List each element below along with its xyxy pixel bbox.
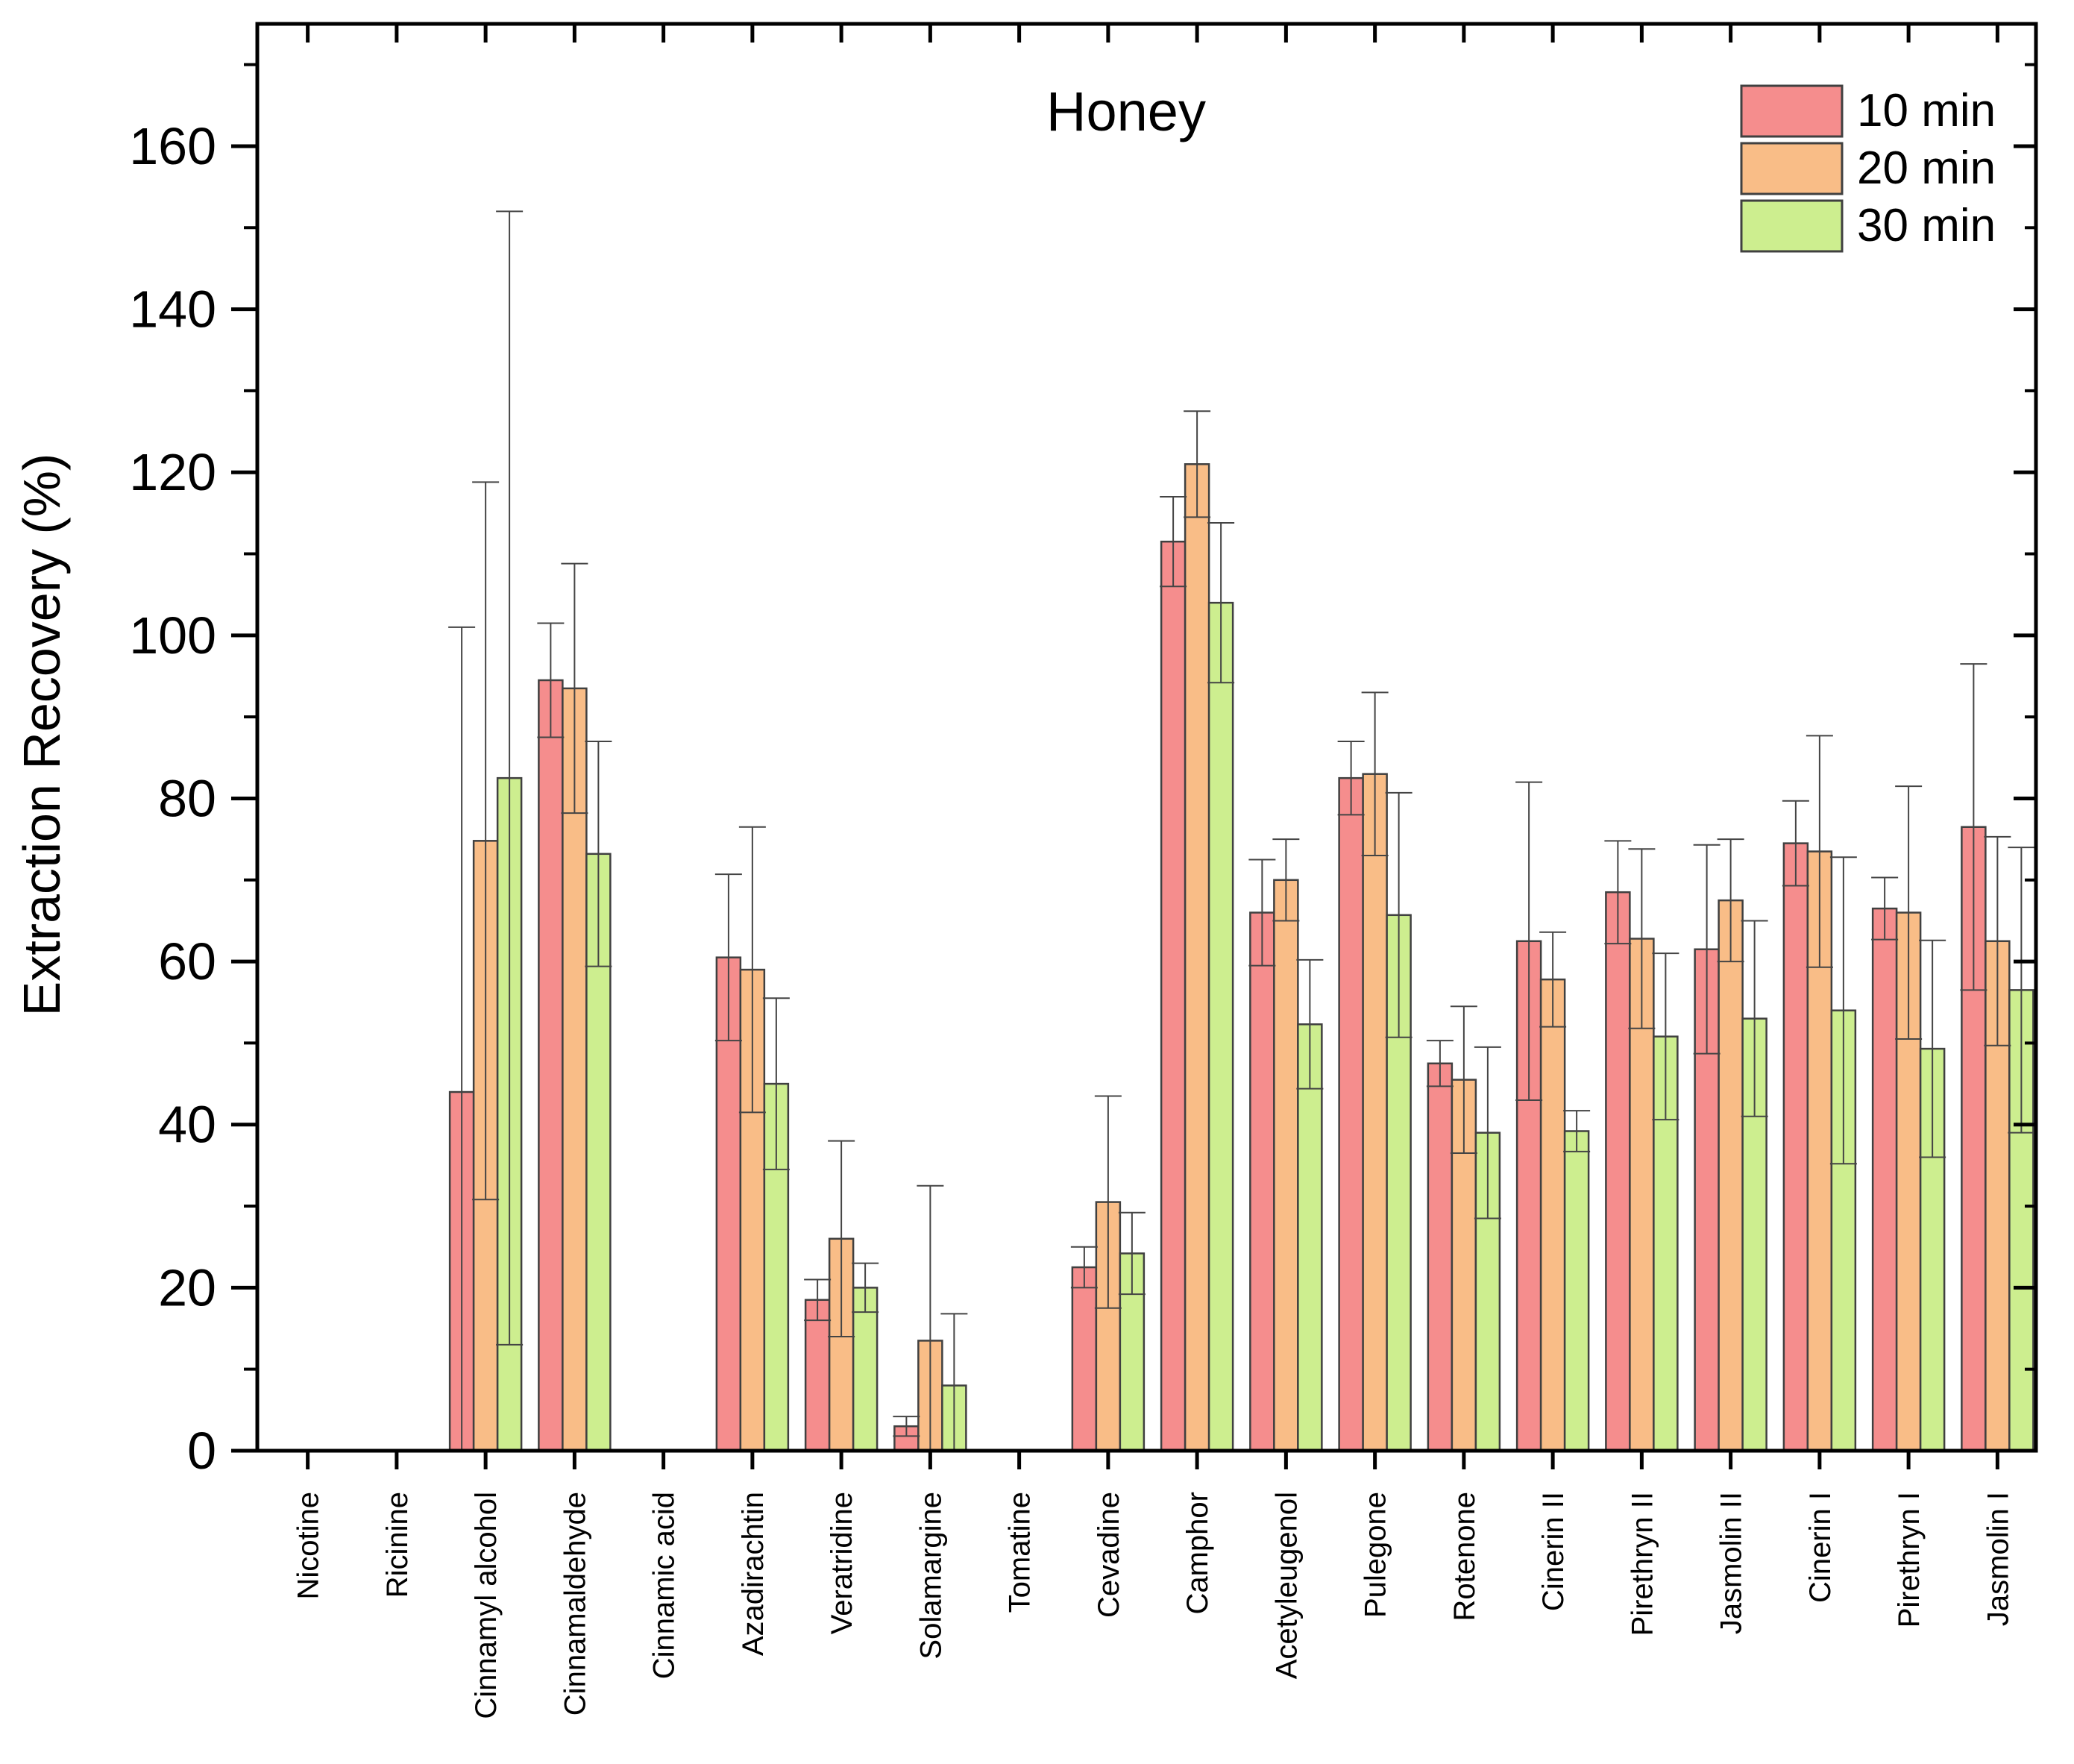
bar — [1539, 978, 1566, 1452]
legend-label: 20 min — [1857, 142, 1996, 194]
y-tick-label: 120 — [129, 443, 216, 501]
bar — [1338, 776, 1364, 1452]
x-category-label: Jasmolin I — [1982, 1492, 2014, 1626]
legend-label: 10 min — [1857, 85, 1996, 136]
bar — [1273, 879, 1299, 1452]
y-tick-label: 140 — [129, 280, 216, 339]
x-category-label: Cinnamaldehyde — [559, 1492, 591, 1716]
x-category-label: Jasmolin II — [1715, 1492, 1748, 1634]
legend: 10 min 20 min 30 min — [1740, 84, 1996, 253]
x-category-label: Acetyleugenol — [1270, 1492, 1303, 1679]
y-tick-label: 0 — [187, 1422, 216, 1480]
x-category-label: Ricinine — [381, 1492, 414, 1598]
legend-label: 30 min — [1857, 200, 1996, 251]
x-category-label: Cinnamyl alcohol — [470, 1492, 503, 1719]
bar — [1160, 540, 1187, 1452]
bar — [1782, 842, 1809, 1452]
bar — [1071, 1266, 1098, 1452]
y-tick-label: 100 — [129, 606, 216, 665]
axes-layer — [231, 22, 2038, 1469]
x-category-label: Tomatine — [1004, 1492, 1037, 1613]
bar — [1249, 911, 1275, 1452]
bar — [1718, 899, 1744, 1452]
bar — [1207, 601, 1234, 1452]
bar — [1427, 1062, 1454, 1452]
y-tick-label: 60 — [158, 932, 216, 991]
x-category-label: Cinerin I — [1804, 1492, 1837, 1603]
legend-swatch — [1740, 142, 1844, 195]
x-category-label: Veratridine — [826, 1492, 858, 1634]
x-category-label: Camphor — [1181, 1492, 1214, 1615]
bar — [804, 1299, 831, 1452]
x-category-label: Cinnamic acid — [648, 1492, 681, 1679]
y-tick-label: 160 — [129, 117, 216, 175]
x-category-label: Cevadine — [1093, 1492, 1125, 1618]
plot-frame — [255, 22, 2038, 1453]
legend-swatch — [1740, 199, 1844, 253]
bar — [1362, 773, 1388, 1452]
bar — [538, 679, 564, 1452]
y-tick-label: 20 — [158, 1258, 216, 1316]
x-category-label: Pirethryn I — [1893, 1492, 1926, 1628]
error-bars-layer — [448, 210, 2035, 1451]
bar — [1871, 907, 1898, 1452]
legend-swatch — [1740, 84, 1844, 138]
x-category-label: Rotenone — [1448, 1492, 1481, 1621]
chart-title: Honey — [1046, 81, 1206, 142]
bar — [852, 1287, 879, 1452]
bar — [1184, 463, 1210, 1452]
bar — [1605, 891, 1631, 1452]
bar — [1563, 1130, 1590, 1452]
x-category-label: Pirethryn II — [1626, 1492, 1659, 1636]
y-axis-title: Extraction Recovery (%) — [13, 453, 71, 1017]
x-category-label: Pulegone — [1360, 1492, 1392, 1618]
x-category-label: Azadirachtin — [737, 1492, 770, 1656]
x-category-label: Cinerin II — [1537, 1492, 1570, 1611]
x-category-label: Solamargine — [914, 1492, 947, 1660]
y-tick-label: 80 — [158, 769, 216, 827]
y-tick-label: 40 — [158, 1096, 216, 1154]
labels-layer: 0 20 40 60 80 100 120 140 160 Nicotine Ricinine Cin… — [129, 117, 2014, 1719]
x-category-label: Nicotine — [292, 1492, 325, 1600]
